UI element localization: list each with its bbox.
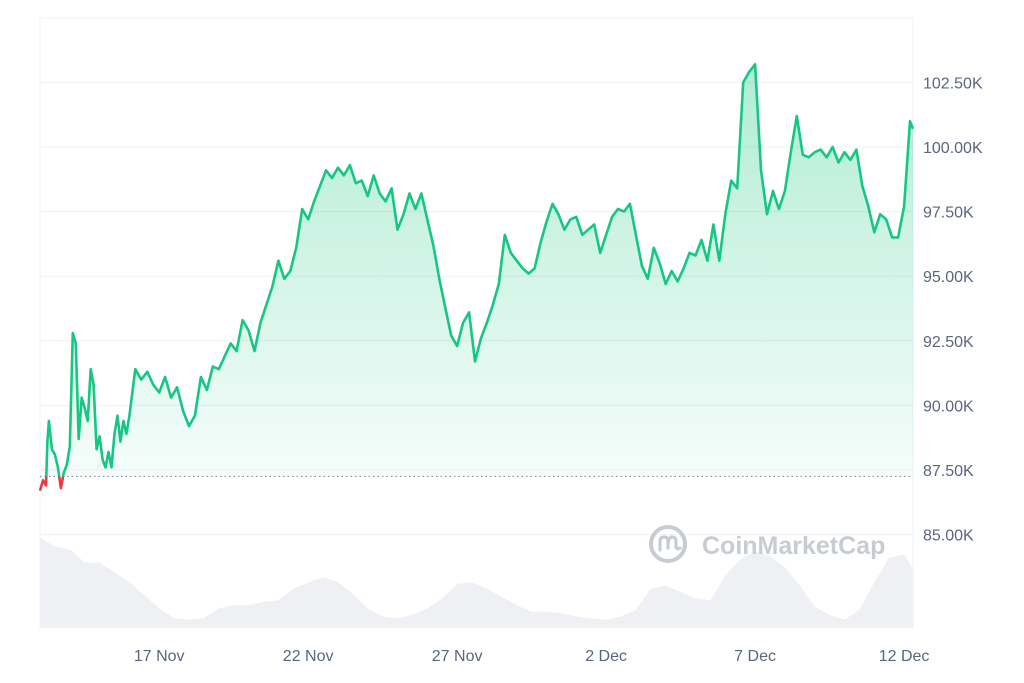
price-area-fill <box>46 64 913 477</box>
x-tick-label: 12 Dec <box>879 648 930 665</box>
y-tick-label: 85.00K <box>923 528 974 545</box>
y-tick-label: 92.50K <box>923 334 974 351</box>
x-tick-label: 2 Dec <box>585 648 627 665</box>
x-tick-label: 7 Dec <box>734 648 776 665</box>
y-axis-ticks: 102.50K 100.00K 97.50K 95.00K 92.50K 90.00K 87… <box>923 75 983 544</box>
volume-area <box>40 538 913 628</box>
watermark: CoinMarketCap <box>649 525 885 563</box>
y-tick-label: 97.50K <box>923 205 974 222</box>
coinmarketcap-logo-icon <box>649 525 687 563</box>
y-tick-label: 87.50K <box>923 463 974 480</box>
volume-shape <box>40 538 913 628</box>
price-line-up <box>44 63 915 477</box>
y-tick-label: 90.00K <box>923 398 974 415</box>
x-axis-ticks: 17 Nov 22 Nov 27 Nov 2 Dec 7 Dec 12 Dec <box>134 648 930 665</box>
watermark-text: CoinMarketCap <box>702 532 885 560</box>
y-tick-label: 102.50K <box>923 75 983 92</box>
y-tick-label: 95.00K <box>923 269 974 286</box>
x-tick-label: 17 Nov <box>134 648 185 665</box>
x-tick-label: 22 Nov <box>283 648 334 665</box>
price-line <box>38 63 915 492</box>
y-tick-label: 100.00K <box>923 140 983 157</box>
x-tick-label: 27 Nov <box>432 648 483 665</box>
area-fill-up <box>46 64 913 477</box>
